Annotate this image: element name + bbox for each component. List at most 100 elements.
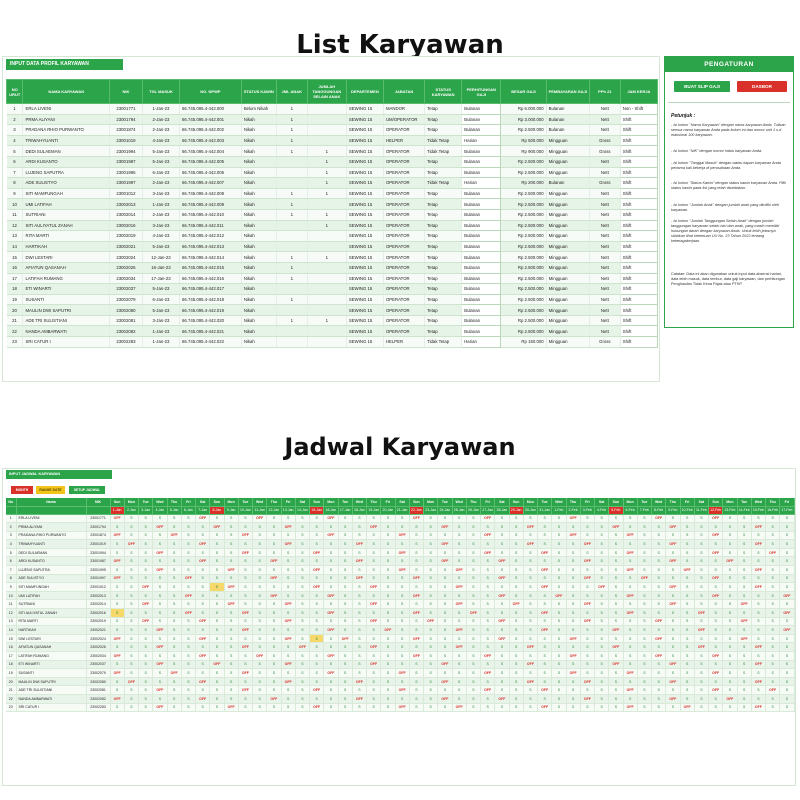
schedule-cell[interactable]: S — [295, 608, 311, 618]
schedule-cell[interactable]: S — [338, 660, 353, 670]
schedule-cell[interactable]: S — [751, 608, 767, 618]
schedule-cell[interactable]: S — [480, 634, 496, 644]
schedule-cell[interactable]: S — [680, 599, 695, 610]
schedule-cell[interactable]: OFF — [309, 565, 325, 575]
schedule-cell[interactable]: S — [181, 565, 197, 575]
schedule-cell[interactable]: S — [651, 685, 667, 695]
schedule-cell[interactable]: S — [138, 677, 154, 687]
schedule-cell[interactable]: S — [266, 634, 282, 644]
table-cell[interactable]: Nett — [589, 304, 621, 316]
schedule-cell[interactable]: OFF — [195, 651, 211, 661]
schedule-cell[interactable]: S — [737, 642, 752, 652]
schedule-cell[interactable]: S — [509, 634, 524, 644]
schedule-cell[interactable]: OFF — [779, 608, 795, 618]
schedule-cell[interactable]: S — [295, 651, 311, 661]
schedule-cell[interactable]: OFF — [238, 625, 254, 635]
schedule-cell[interactable]: S — [551, 565, 567, 575]
schedule-cell[interactable]: S — [181, 582, 197, 592]
schedule-cell[interactable]: S — [138, 634, 154, 644]
schedule-cell[interactable]: S — [694, 556, 710, 567]
schedule-cell[interactable]: S — [352, 565, 368, 575]
schedule-cell[interactable]: OFF — [580, 617, 596, 627]
schedule-cell[interactable]: S — [152, 531, 168, 541]
schedule-cell[interactable]: S — [665, 591, 681, 601]
schedule-cell[interactable]: S — [409, 617, 425, 627]
schedule-cell[interactable]: S — [380, 531, 396, 541]
schedule-cell[interactable]: S — [252, 677, 268, 687]
schedule-cell[interactable]: S — [380, 565, 396, 575]
schedule-cell[interactable]: S — [523, 548, 539, 558]
schedule-cell[interactable]: OFF — [209, 660, 225, 670]
schedule-cell[interactable]: S — [779, 660, 795, 670]
table-cell[interactable]: 1 — [276, 273, 308, 285]
schedule-cell[interactable]: OFF — [195, 617, 211, 627]
schedule-cell[interactable]: OFF — [509, 599, 524, 610]
schedule-cell[interactable]: S — [551, 574, 567, 584]
table-cell[interactable]: Nett — [589, 241, 621, 253]
schedule-cell[interactable]: S — [494, 685, 510, 695]
schedule-cell[interactable]: S — [309, 539, 325, 549]
schedule-cell[interactable]: S — [295, 548, 311, 558]
schedule-cell[interactable]: S — [167, 591, 182, 601]
schedule-cell[interactable]: S — [694, 703, 710, 713]
table-cell[interactable]: Nikah — [241, 177, 277, 189]
schedule-cell[interactable]: S — [551, 522, 567, 532]
schedule-cell[interactable]: S — [409, 677, 425, 687]
table-cell[interactable]: 12-Jan-23 — [142, 251, 181, 263]
schedule-cell[interactable]: S — [722, 660, 738, 670]
schedule-cell[interactable]: OFF — [323, 651, 339, 661]
schedule-cell[interactable]: S — [623, 514, 638, 524]
schedule-cell[interactable]: S — [195, 565, 211, 575]
schedule-cell[interactable]: S — [224, 539, 239, 549]
schedule-cell[interactable]: S — [238, 522, 254, 532]
table-cell[interactable]: DWI LESTARI — [22, 251, 110, 263]
schedule-cell[interactable]: OFF — [523, 539, 539, 549]
schedule-cell[interactable]: S — [409, 668, 425, 678]
table-cell[interactable]: 1 — [276, 124, 308, 136]
table-cell[interactable]: 66.745.095.4-442.012 — [179, 230, 242, 242]
schedule-cell[interactable]: OFF — [665, 599, 681, 610]
table-cell[interactable]: Belum Nikah — [241, 103, 277, 115]
schedule-cell[interactable]: S — [566, 539, 581, 549]
schedule-cell[interactable]: S — [623, 625, 638, 635]
schedule-cell[interactable]: S — [537, 599, 553, 610]
schedule-cell[interactable]: S — [708, 642, 724, 652]
schedule-cell[interactable]: S — [708, 539, 724, 549]
schedule-cell[interactable]: S — [224, 556, 239, 567]
schedule-cell[interactable]: OFF — [480, 685, 496, 695]
schedule-cell[interactable]: S — [779, 668, 795, 678]
table-cell[interactable]: 10 — [6, 198, 24, 210]
schedule-cell[interactable]: OFF — [779, 625, 795, 635]
table-cell[interactable]: Nett — [589, 103, 621, 115]
schedule-cell[interactable]: S — [352, 514, 368, 524]
schedule-cell[interactable]: S — [181, 556, 197, 567]
schedule-cell[interactable]: S — [295, 703, 311, 713]
schedule-cell[interactable]: S — [637, 531, 653, 541]
schedule-cell[interactable]: S — [722, 565, 738, 575]
schedule-cell[interactable]: OFF — [708, 668, 724, 678]
schedule-cell[interactable]: S — [281, 531, 296, 541]
table-row[interactable]: 7 LUJENG SAPUTRA 23001995 6-Jan-23 66.745.09… — [6, 166, 659, 179]
table-cell[interactable]: Nett — [589, 325, 621, 338]
schedule-cell[interactable]: S — [366, 685, 382, 695]
schedule-cell[interactable]: S — [651, 591, 667, 601]
table-cell[interactable]: Tetap — [424, 283, 463, 295]
schedule-cell[interactable]: OFF — [494, 556, 510, 567]
schedule-cell[interactable]: S — [637, 514, 653, 524]
schedule-cell[interactable]: S — [708, 599, 724, 610]
schedule-cell[interactable]: OFF — [737, 634, 752, 644]
table-row[interactable]: 2 PRMA ALIYANI 23001794 2-Jan-23 66.745.095.… — [6, 113, 659, 126]
schedule-cell[interactable]: S — [224, 651, 239, 661]
schedule-cell[interactable]: S — [252, 617, 268, 627]
schedule-cell[interactable]: S — [380, 574, 396, 584]
schedule-cell[interactable]: S — [366, 677, 382, 687]
schedule-cell[interactable]: S — [124, 608, 140, 618]
schedule-cell[interactable]: S — [637, 565, 653, 575]
table-cell[interactable] — [307, 135, 347, 147]
schedule-cell[interactable]: S — [437, 591, 453, 601]
schedule-cell[interactable]: S — [694, 574, 710, 584]
schedule-cell[interactable]: S — [395, 599, 410, 610]
schedule-cell[interactable]: S — [423, 694, 439, 704]
schedule-cell[interactable]: S — [423, 625, 439, 635]
schedule-cell[interactable]: S — [537, 677, 553, 687]
